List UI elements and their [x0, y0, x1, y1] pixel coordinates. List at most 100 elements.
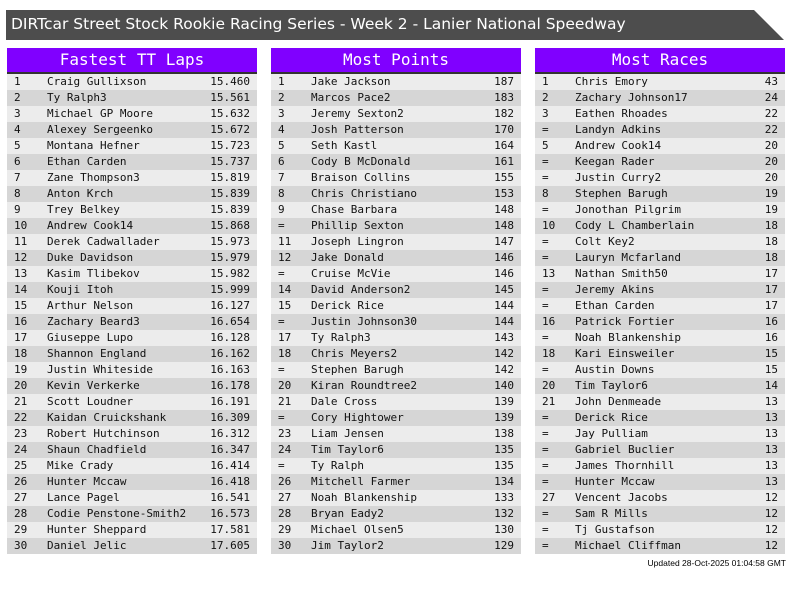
rank-cell: 26	[14, 475, 28, 488]
table-row: 4 Josh Patterson 170	[271, 122, 521, 138]
table-row: = Jeremy Akins 17	[535, 282, 785, 298]
table-row: 3 Jeremy Sexton2 182	[271, 106, 521, 122]
rank-cell: 24	[278, 443, 292, 456]
rank-cell: 21	[14, 395, 28, 408]
rank-cell: 12	[278, 251, 292, 264]
board-fastest-tt-laps: Fastest TT Laps 1 Craig Gullixson 15.460 2 T…	[7, 48, 257, 554]
rank-cell: 1	[542, 75, 549, 88]
value-cell: 13	[764, 443, 778, 456]
driver-name-cell: Ethan Carden	[47, 155, 127, 168]
rank-cell: 20	[14, 379, 28, 392]
rank-cell: 27	[542, 491, 556, 504]
table-row: = Michael Cliffman 12	[535, 538, 785, 554]
value-cell: 16.128	[210, 331, 250, 344]
rank-cell: 26	[278, 475, 292, 488]
table-row: 8 Anton Krch 15.839	[7, 186, 257, 202]
leaderboard-rows: 1 Jake Jackson 187 2 Marcos Pace2 183 3 Jeremy …	[271, 74, 521, 554]
table-row: 10 Cody L Chamberlain 18	[535, 218, 785, 234]
table-row: 14 Kouji Itoh 15.999	[7, 282, 257, 298]
driver-name-cell: Montana Hefner	[47, 139, 140, 152]
table-row: 6 Ethan Carden 15.737	[7, 154, 257, 170]
rank-cell: =	[542, 539, 549, 552]
value-cell: 15.737	[210, 155, 250, 168]
value-cell: 15	[764, 347, 778, 360]
driver-name-cell: Michael GP Moore	[47, 107, 153, 120]
board-header: Most Races	[535, 48, 785, 74]
value-cell: 15.723	[210, 139, 250, 152]
rank-cell: =	[542, 299, 549, 312]
value-cell: 135	[494, 459, 514, 472]
driver-name-cell: Bryan Eady2	[311, 507, 384, 520]
table-row: 16 Patrick Fortier 16	[535, 314, 785, 330]
rank-cell: 7	[278, 171, 285, 184]
table-row: 15 Derick Rice 144	[271, 298, 521, 314]
driver-name-cell: Cory Hightower	[311, 411, 404, 424]
rank-cell: 2	[14, 91, 21, 104]
value-cell: 16.309	[210, 411, 250, 424]
table-row: 15 Arthur Nelson 16.127	[7, 298, 257, 314]
table-row: = Austin Downs 15	[535, 362, 785, 378]
rank-cell: 28	[14, 507, 28, 520]
value-cell: 182	[494, 107, 514, 120]
table-row: 26 Mitchell Farmer 134	[271, 474, 521, 490]
rank-cell: 5	[278, 139, 285, 152]
driver-name-cell: Jeremy Sexton2	[311, 107, 404, 120]
table-row: = Phillip Sexton 148	[271, 218, 521, 234]
table-row: 23 Liam Jensen 138	[271, 426, 521, 442]
driver-name-cell: John Denmeade	[575, 395, 662, 408]
table-row: = Hunter Mccaw 13	[535, 474, 785, 490]
value-cell: 13	[764, 475, 778, 488]
value-cell: 13	[764, 411, 778, 424]
table-row: = Keegan Rader 20	[535, 154, 785, 170]
table-row: 20 Kiran Roundtree2 140	[271, 378, 521, 394]
rank-cell: 11	[278, 235, 292, 248]
table-row: 18 Chris Meyers2 142	[271, 346, 521, 362]
table-row: 5 Seth Kastl 164	[271, 138, 521, 154]
driver-name-cell: Ty Ralph3	[47, 91, 107, 104]
value-cell: 15.672	[210, 123, 250, 136]
rank-cell: =	[542, 523, 549, 536]
value-cell: 16.163	[210, 363, 250, 376]
board-most-races: Most Races 1 Chris Emory 43 2 Zachary Johnso…	[535, 48, 785, 554]
driver-name-cell: David Anderson2	[311, 283, 411, 296]
driver-name-cell: Marcos Pace2	[311, 91, 391, 104]
driver-name-cell: Zachary Johnson17	[575, 91, 688, 104]
table-row: 7 Zane Thompson3 15.819	[7, 170, 257, 186]
title-bar: DIRTcar Street Stock Rookie Racing Serie…	[6, 10, 784, 40]
value-cell: 15	[764, 363, 778, 376]
table-row: 8 Stephen Barugh 19	[535, 186, 785, 202]
driver-name-cell: Austin Downs	[575, 363, 655, 376]
driver-name-cell: Hunter Sheppard	[47, 523, 147, 536]
table-row: = Colt Key2 18	[535, 234, 785, 250]
table-row: 22 Kaidan Cruickshank 16.309	[7, 410, 257, 426]
driver-name-cell: Phillip Sexton	[311, 219, 404, 232]
driver-name-cell: Chris Emory	[575, 75, 648, 88]
driver-name-cell: Josh Patterson	[311, 123, 404, 136]
rank-cell: 19	[14, 363, 28, 376]
table-row: 26 Hunter Mccaw 16.418	[7, 474, 257, 490]
driver-name-cell: Craig Gullixson	[47, 75, 147, 88]
table-row: 11 Derek Cadwallader 15.973	[7, 234, 257, 250]
driver-name-cell: Arthur Nelson	[47, 299, 134, 312]
table-row: 11 Joseph Lingron 147	[271, 234, 521, 250]
value-cell: 16.414	[210, 459, 250, 472]
value-cell: 130	[494, 523, 514, 536]
driver-name-cell: Shannon England	[47, 347, 147, 360]
driver-name-cell: Jeremy Akins	[575, 283, 655, 296]
table-row: 1 Chris Emory 43	[535, 74, 785, 90]
rank-cell: =	[542, 459, 549, 472]
rank-cell: 2	[278, 91, 285, 104]
rank-cell: 4	[14, 123, 21, 136]
driver-name-cell: Michael Olsen5	[311, 523, 404, 536]
rank-cell: =	[542, 155, 549, 168]
value-cell: 17	[764, 283, 778, 296]
rank-cell: 18	[14, 347, 28, 360]
table-row: 5 Montana Hefner 15.723	[7, 138, 257, 154]
table-row: = Justin Curry2 20	[535, 170, 785, 186]
rank-cell: 17	[278, 331, 292, 344]
rank-cell: 18	[542, 347, 556, 360]
value-cell: 15.839	[210, 187, 250, 200]
value-cell: 16.347	[210, 443, 250, 456]
value-cell: 146	[494, 251, 514, 264]
driver-name-cell: Cody L Chamberlain	[575, 219, 695, 232]
